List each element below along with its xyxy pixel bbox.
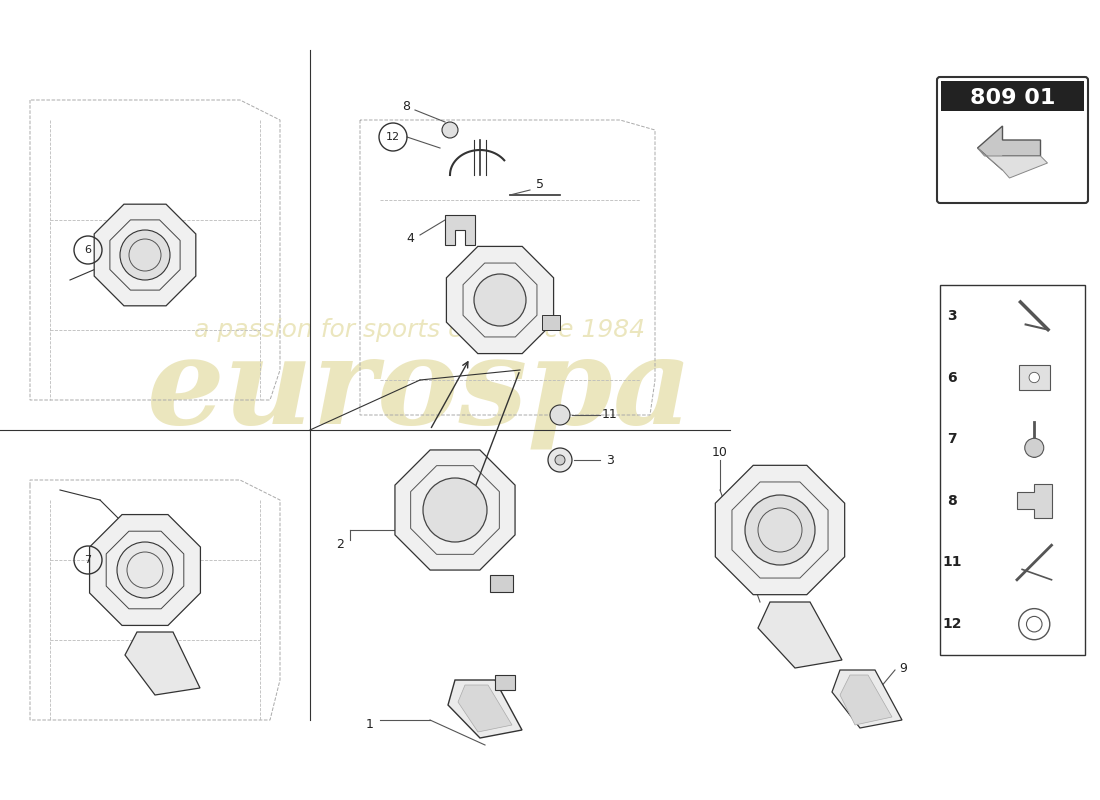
Polygon shape [125,632,200,695]
Text: 3: 3 [947,309,957,323]
Polygon shape [840,675,892,725]
Text: 8: 8 [947,494,957,508]
Circle shape [1030,372,1040,382]
Text: 2: 2 [337,538,344,550]
Polygon shape [758,602,842,668]
Circle shape [474,274,526,326]
Polygon shape [978,126,1041,170]
Polygon shape [89,514,200,626]
Circle shape [424,478,487,542]
Text: 11: 11 [602,409,618,422]
Polygon shape [490,575,513,592]
Text: 7: 7 [85,555,91,565]
Polygon shape [447,246,553,354]
Text: 809 01: 809 01 [970,88,1055,108]
Polygon shape [446,215,475,245]
Text: 1: 1 [366,718,374,730]
Text: eurospa: eurospa [147,330,693,450]
Circle shape [556,455,565,465]
Polygon shape [458,685,512,732]
Text: 3: 3 [606,454,614,466]
Text: 12: 12 [943,617,961,631]
Text: 12: 12 [386,132,400,142]
FancyBboxPatch shape [937,77,1088,203]
Text: 11: 11 [943,555,961,570]
FancyBboxPatch shape [940,81,1084,111]
Polygon shape [95,204,196,306]
Circle shape [745,495,815,565]
Circle shape [550,405,570,425]
Circle shape [442,122,458,138]
Polygon shape [448,680,522,738]
Polygon shape [1019,366,1049,390]
Polygon shape [978,148,1047,178]
Text: a passion for sports cars since 1984: a passion for sports cars since 1984 [195,318,646,342]
Polygon shape [542,315,560,330]
Text: 10: 10 [712,446,728,458]
Polygon shape [715,466,845,594]
Circle shape [120,230,170,280]
Polygon shape [495,675,515,690]
Circle shape [117,542,173,598]
Text: 4: 4 [406,231,414,245]
Text: 5: 5 [536,178,544,191]
Polygon shape [395,450,515,570]
Circle shape [1025,438,1044,458]
Polygon shape [832,670,902,728]
FancyBboxPatch shape [940,285,1085,655]
Circle shape [548,448,572,472]
Text: 6: 6 [85,245,91,255]
Text: 9: 9 [899,662,906,674]
Text: 6: 6 [947,370,957,385]
Polygon shape [1018,483,1052,518]
Text: 7: 7 [947,432,957,446]
Text: 8: 8 [402,99,410,113]
